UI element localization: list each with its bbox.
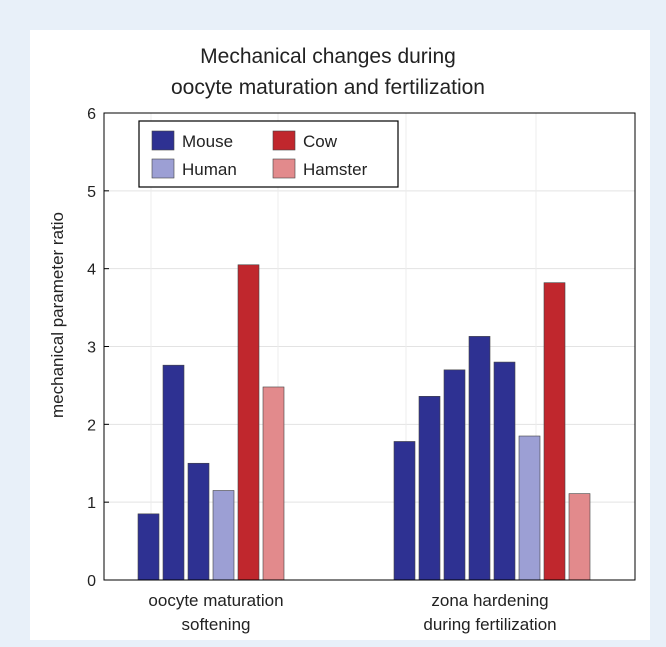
legend-swatch-mouse (151, 130, 175, 151)
bars-group (137, 264, 591, 581)
y-axis-label: mechanical parameter ratio (48, 212, 67, 418)
y-tick-label: 4 (87, 262, 96, 279)
y-axis-ticks: 0 1 2 3 4 5 6 (87, 106, 109, 590)
x-category-label: oocyte maturation (148, 591, 283, 610)
legend-label: Human (182, 160, 237, 179)
bar-mouse (187, 462, 210, 581)
chart-title-line-1: Mechanical changes during (200, 45, 456, 68)
legend-label: Mouse (182, 132, 233, 151)
legend-box (138, 120, 399, 188)
bar-mouse (493, 361, 516, 581)
y-tick-label: 2 (87, 417, 96, 434)
x-category-label: zona hardening (431, 591, 548, 610)
chart-title-line-2: oocyte maturation and fertilization (171, 76, 485, 99)
bar-mouse (443, 369, 466, 581)
bar-cow (237, 264, 260, 581)
legend: Mouse Cow Human Hamster (138, 120, 399, 188)
legend-swatch-cow (272, 130, 296, 151)
bar-cow (543, 282, 566, 581)
x-category-label: softening (182, 615, 251, 634)
legend-label: Hamster (303, 160, 368, 179)
bar-mouse (162, 364, 185, 581)
x-category-label: during fertilization (423, 615, 556, 634)
bar-mouse (468, 336, 491, 581)
bar-mouse (393, 441, 416, 581)
bar-mouse (418, 396, 441, 581)
bar-hamster (262, 386, 285, 581)
y-tick-label: 0 (87, 573, 96, 590)
figure-panel: Mechanical changes during oocyte maturat… (30, 30, 650, 640)
bar-hamster (568, 493, 591, 581)
legend-label: Cow (303, 132, 338, 151)
bar-human (212, 490, 235, 581)
bar-mouse (137, 513, 160, 581)
bar-human (518, 435, 541, 581)
y-tick-label: 5 (87, 184, 96, 201)
y-tick-label: 1 (87, 495, 96, 512)
legend-swatch-hamster (272, 158, 296, 179)
legend-swatch-human (151, 158, 175, 179)
bar-chart: Mechanical changes during oocyte maturat… (48, 45, 636, 634)
x-axis-categories: oocyte maturation softening zona hardening… (148, 591, 556, 634)
y-tick-label: 3 (87, 340, 96, 357)
y-tick-label: 6 (87, 106, 96, 123)
